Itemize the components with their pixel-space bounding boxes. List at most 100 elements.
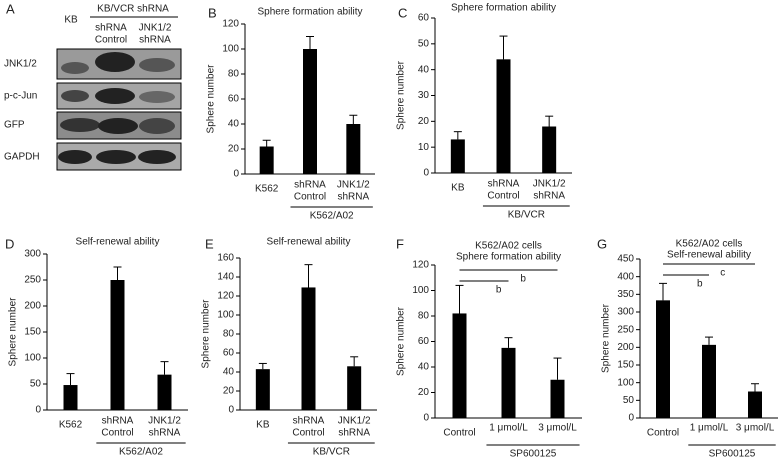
y-tick-label: 80 — [228, 69, 240, 80]
y-tick-label: 50 — [30, 379, 42, 390]
y-tick-label: 0 — [628, 413, 634, 424]
y-tick-label: 150 — [617, 360, 634, 371]
y-tick-label: 100 — [222, 44, 239, 55]
row-label: GFP — [4, 120, 25, 131]
column-label: KB — [64, 15, 78, 26]
x-tick-label: JNK1/2 — [148, 416, 181, 427]
x-tick-label: shRNA — [294, 180, 326, 191]
x-tick-label: Control — [101, 428, 133, 439]
y-axis-label: Sphere number — [396, 306, 407, 376]
x-tick-label: KB — [451, 183, 465, 194]
y-tick-label: 300 — [617, 307, 634, 318]
y-tick-label: 60 — [228, 94, 240, 105]
significance-label: b — [520, 274, 526, 285]
panel-letter: B — [208, 5, 217, 20]
x-tick-label: 3 μmol/L — [736, 423, 775, 434]
y-tick-label: 20 — [228, 144, 240, 155]
bar — [157, 374, 172, 410]
y-tick-label: 60 — [418, 13, 430, 24]
y-tick-label: 0 — [423, 168, 429, 179]
y-tick-label: 50 — [623, 395, 635, 406]
y-tick-label: 200 — [617, 342, 634, 353]
x-tick-label: Control — [294, 192, 326, 203]
panel-letter: C — [398, 5, 407, 20]
x-tick-label: Control — [292, 428, 324, 439]
group-label: SP600125 — [510, 449, 557, 460]
y-tick-label: 0 — [233, 169, 239, 180]
blot-image — [56, 48, 182, 171]
column-label: shRNA — [139, 35, 171, 46]
y-tick-label: 150 — [24, 327, 41, 338]
y-tick-label: 10 — [418, 142, 430, 153]
y-tick-label: 200 — [24, 301, 41, 312]
bar — [110, 280, 125, 410]
row-label: GAPDH — [4, 152, 40, 163]
y-tick-label: 100 — [24, 353, 41, 364]
x-tick-label: shRNA — [488, 179, 520, 190]
bar — [748, 391, 762, 418]
panel-letter: G — [597, 236, 607, 251]
bar — [303, 49, 317, 174]
bar — [496, 59, 511, 174]
chart-title: K562/A02 cells — [676, 239, 743, 250]
group-label: SP600125 — [709, 449, 756, 460]
y-tick-label: 100 — [412, 285, 429, 296]
panel-letter: E — [205, 236, 214, 251]
column-label: shRNA — [95, 23, 127, 34]
x-tick-label: shRNA — [533, 191, 565, 202]
y-tick-label: 120 — [222, 19, 239, 30]
group-label: KB/VCR — [508, 210, 545, 221]
bar — [452, 313, 467, 418]
y-tick-label: 80 — [418, 311, 430, 322]
y-tick-label: 20 — [223, 386, 235, 397]
y-tick-label: 140 — [217, 272, 234, 283]
bar — [255, 369, 270, 410]
chart-subtitle: Sphere formation ability — [456, 252, 561, 263]
group-label: KB/VCR — [313, 447, 350, 458]
panel-letter: F — [396, 236, 404, 251]
bar — [542, 126, 557, 173]
x-tick-label: shRNA — [338, 428, 370, 439]
x-tick-label: Control — [443, 428, 475, 439]
x-tick-label: 1 μmol/L — [489, 423, 528, 434]
y-tick-label: 0 — [228, 405, 234, 416]
y-axis-label: Sphere number — [396, 60, 407, 130]
y-tick-label: 120 — [217, 291, 234, 302]
x-tick-label: K562 — [59, 420, 83, 431]
y-tick-label: 250 — [24, 275, 41, 286]
y-tick-label: 350 — [617, 289, 634, 300]
bar — [450, 139, 465, 173]
group-label: K562/A02 — [119, 447, 163, 458]
bar — [501, 347, 516, 418]
chart-title: Sphere formation ability — [451, 3, 556, 14]
y-tick-label: 250 — [617, 324, 634, 335]
panel-letter: D — [5, 236, 14, 251]
y-tick-label: 160 — [217, 253, 234, 264]
x-tick-label: shRNA — [337, 192, 369, 203]
row-label: p-c-Jun — [4, 91, 37, 102]
x-tick-label: shRNA — [293, 416, 325, 427]
y-tick-label: 30 — [418, 90, 430, 101]
y-tick-label: 20 — [418, 387, 430, 398]
bar — [301, 287, 316, 410]
x-tick-label: K562 — [255, 184, 279, 195]
chart-title: Sphere formation ability — [257, 7, 362, 18]
chart-title: K562/A02 cells — [475, 241, 542, 252]
y-tick-label: 20 — [418, 116, 430, 127]
group-label: K562/A02 — [310, 211, 354, 222]
panel-letter: A — [6, 1, 15, 16]
bar — [550, 379, 565, 418]
y-tick-label: 40 — [418, 362, 430, 373]
x-tick-label: 1 μmol/L — [690, 423, 729, 434]
y-tick-label: 40 — [228, 119, 240, 130]
chart-subtitle: Self-renewal ability — [667, 250, 751, 261]
y-tick-label: 40 — [223, 367, 235, 378]
x-tick-label: Control — [487, 191, 519, 202]
x-tick-label: shRNA — [102, 416, 134, 427]
y-tick-label: 60 — [418, 336, 430, 347]
x-tick-label: 3 μmol/L — [538, 423, 577, 434]
column-label: Control — [95, 35, 127, 46]
y-tick-label: 450 — [617, 254, 634, 265]
y-tick-label: 300 — [24, 249, 41, 260]
